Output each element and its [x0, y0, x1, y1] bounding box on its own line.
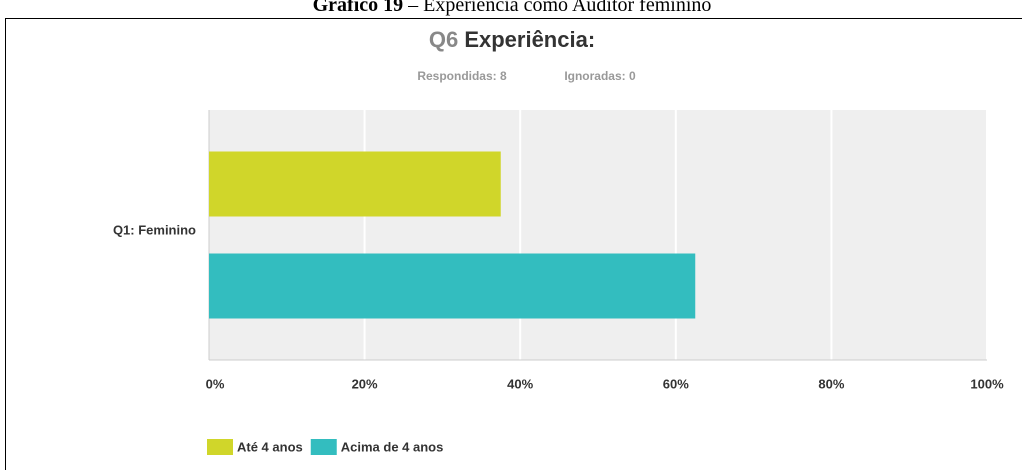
bar: [209, 151, 501, 217]
legend-swatch: [207, 439, 233, 455]
legend-label: Até 4 anos: [237, 439, 303, 454]
question: Q6: [429, 27, 458, 52]
bar: [209, 253, 696, 319]
caption: Gráfico 19 – Experiência como Auditor fe…: [313, 0, 712, 16]
x-tick-label: 0%: [206, 376, 225, 391]
legend-label: Acima de 4 anos: [341, 439, 444, 454]
x-tick-label: 60%: [663, 376, 689, 391]
subtitle: Ignoradas: 0: [564, 69, 636, 83]
caption-text: – Experiência como Auditor feminino: [407, 0, 711, 16]
frame: [5, 18, 1022, 470]
title: Experiência:: [464, 27, 595, 52]
subtitle: Respondidas: 8: [417, 69, 507, 83]
legend-swatch: [310, 439, 337, 455]
x-tick-label: 100%: [970, 376, 1004, 391]
x-tick-label: 20%: [352, 376, 378, 391]
x-tick-label: 40%: [507, 376, 533, 391]
y-tick-label: Q1: Feminino: [113, 222, 196, 237]
x-tick-label: 80%: [818, 376, 844, 391]
plot-area: [209, 110, 987, 360]
chart-title: Q6 Experiência:: [429, 27, 595, 52]
caption-label: Gráfico 19: [313, 0, 404, 16]
